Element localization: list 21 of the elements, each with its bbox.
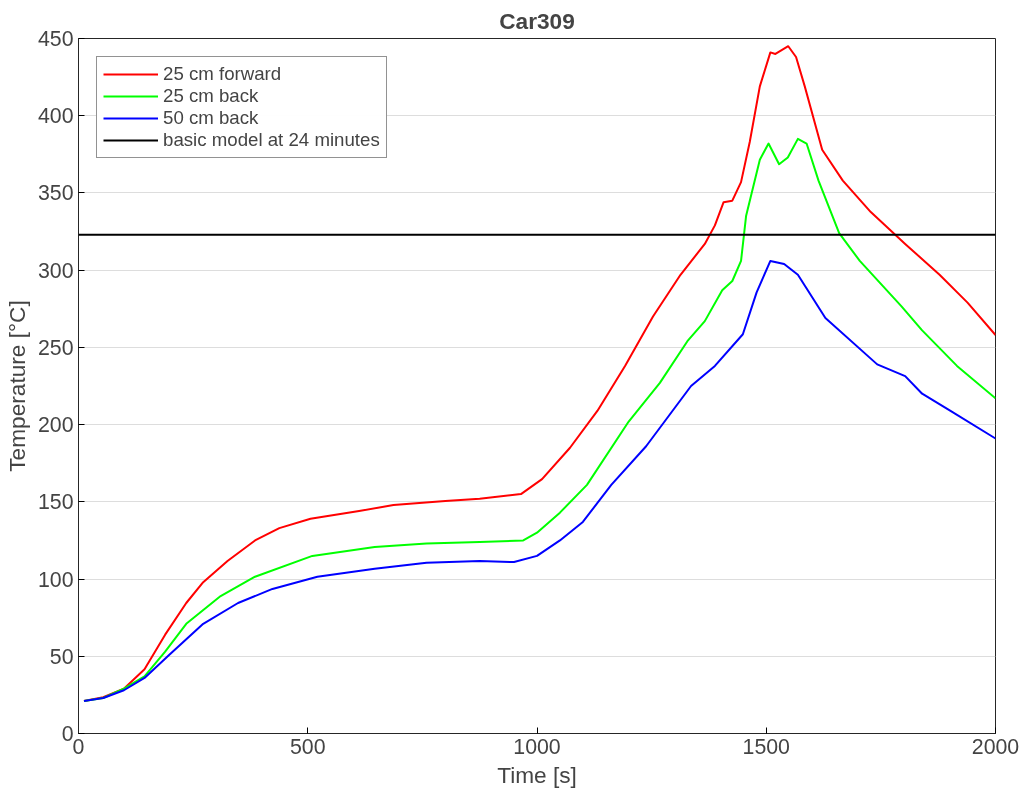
y-tick-label: 50 [49,644,74,669]
x-tick-label: 1500 [742,734,791,759]
y-tick-label: 450 [37,27,74,51]
chart-title: Car309 [499,7,575,34]
x-tick-label: 1000 [513,734,561,759]
y-tick-label: 400 [37,104,74,129]
y-tick-label: 150 [37,490,74,515]
x-tick-label: 2000 [971,734,1020,759]
y-tick-label: 350 [37,181,74,206]
legend-label: 25 cm forward [163,63,282,85]
x-tick-label: 500 [289,734,326,759]
y-tick-label: 100 [37,567,74,592]
x-axis-title: Time [s] [497,761,577,788]
y-axis-title: Temperature [°C] [3,300,30,472]
legend-label: 25 cm back [163,85,259,107]
line-series [83,259,996,703]
legend-label: basic model at 24 minutes [163,129,380,151]
y-tick-label: 300 [37,258,74,283]
y-tick-label: 200 [37,413,74,438]
legend-label: 50 cm back [163,107,259,129]
y-tick-label: 250 [37,335,74,360]
